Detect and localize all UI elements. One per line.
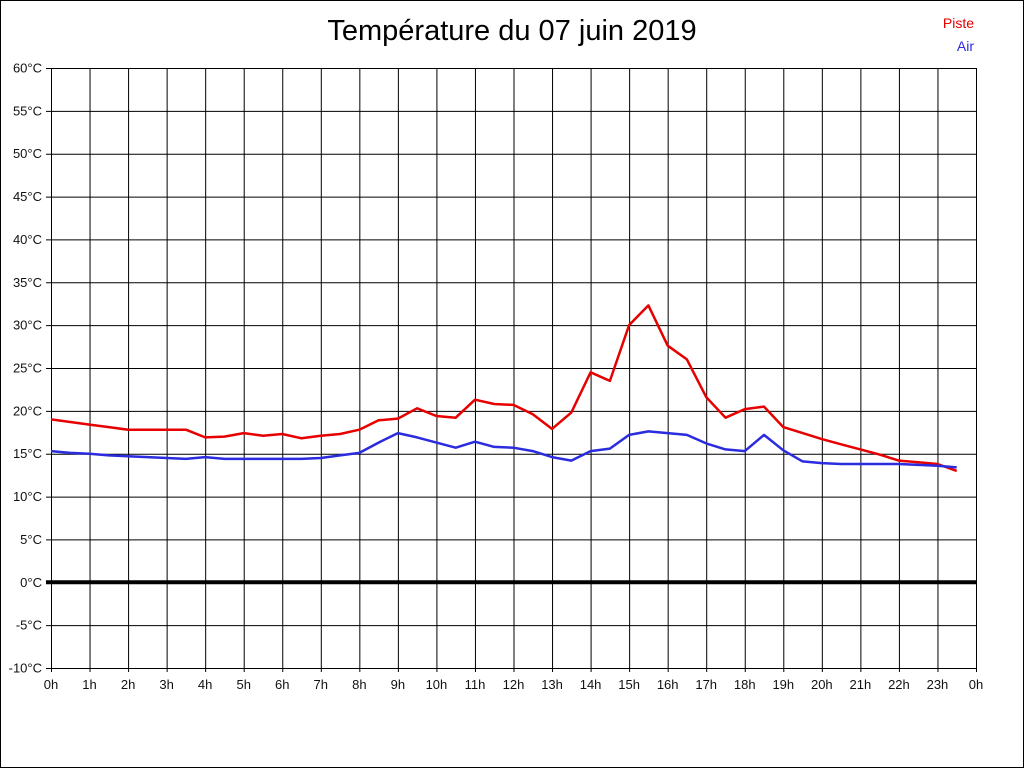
y-tick-label: 25°C [13, 361, 42, 376]
chart-title: Température du 07 juin 2019 [327, 15, 697, 47]
x-tick-label: 12h [503, 677, 525, 692]
y-tick-label: 15°C [13, 446, 42, 461]
y-tick-label: -5°C [16, 618, 42, 633]
x-tick-label: 20h [811, 677, 833, 692]
legend-item-piste: Piste [942, 15, 974, 31]
y-tick-label: 30°C [13, 318, 42, 333]
y-tick-label: 60°C [13, 61, 42, 76]
x-tick-label: 21h [850, 677, 872, 692]
x-tick-label: 9h [391, 677, 405, 692]
x-tick-label: 6h [275, 677, 289, 692]
y-tick-label: 35°C [13, 275, 42, 290]
x-tick-label: 3h [159, 677, 173, 692]
x-tick-label: 2h [121, 677, 135, 692]
x-tick-label: 22h [888, 677, 910, 692]
x-tick-label: 13h [541, 677, 563, 692]
y-tick-label: 20°C [13, 403, 42, 418]
x-tick-label: 8h [352, 677, 366, 692]
x-tick-label: 4h [198, 677, 212, 692]
piste-line [50, 304, 958, 473]
x-tick-label: 0h [969, 677, 983, 692]
legend-item-air: Air [956, 38, 974, 54]
x-tick-label: 0h [44, 677, 58, 692]
x-tick-label: 18h [734, 677, 756, 692]
x-tick-label: 14h [580, 677, 602, 692]
x-tick-label: 5h [236, 677, 250, 692]
y-tick-label: 50°C [13, 146, 42, 161]
x-tick-label: 1h [82, 677, 96, 692]
x-axis-labels: 0h 1h 2h 3h 4h 5h 6h 7h 8h 9h 10h 11h 12h 13h 14h 15h 16… [44, 677, 983, 692]
x-tick-label: 11h [465, 677, 486, 692]
x-tick-label: 17h [695, 677, 717, 692]
y-tick-label: 55°C [13, 103, 42, 118]
y-axis-labels: 60°C 55°C 50°C 45°C 40°C 35°C 30°C 25°C 20°C 15°C… [9, 61, 42, 676]
x-tick-label: 16h [657, 677, 679, 692]
y-tick-label: 0°C [20, 575, 42, 590]
x-tick-label: 7h [314, 677, 328, 692]
x-tick-label: 15h [618, 677, 640, 692]
legend: Piste Air [943, 12, 974, 58]
y-tick-label: -10°C [9, 661, 42, 676]
x-tick-label: 23h [927, 677, 949, 692]
y-tick-label: 40°C [13, 232, 42, 247]
air-line [50, 430, 957, 469]
x-tick-label: 10h [426, 677, 448, 692]
y-tick-label: 5°C [20, 532, 42, 547]
x-tick-label: 19h [772, 677, 794, 692]
y-tick-label: 45°C [13, 189, 42, 204]
grid [46, 68, 977, 672]
y-tick-label: 10°C [13, 489, 42, 504]
